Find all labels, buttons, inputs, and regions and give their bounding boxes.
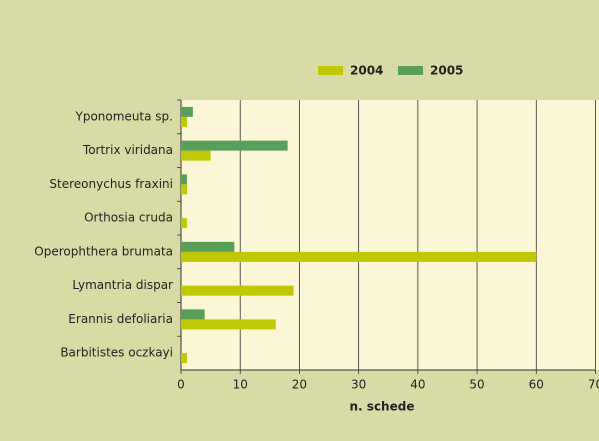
bar <box>181 184 187 195</box>
x-tick-label: 60 <box>529 378 544 392</box>
bar <box>181 353 187 364</box>
y-tick-label: Yponomeuta sp. <box>75 109 173 123</box>
bar <box>181 174 187 185</box>
bar <box>181 140 288 151</box>
x-tick-label: 50 <box>469 378 484 392</box>
x-tick-label: 30 <box>351 378 366 392</box>
y-tick-label: Operophthera brumata <box>34 244 173 258</box>
bar <box>181 319 276 330</box>
y-tick-label: Stereonychus fraxini <box>49 177 173 191</box>
x-tick-label: 40 <box>410 378 425 392</box>
bar <box>181 218 187 229</box>
y-tick-label: Orthosia cruda <box>84 211 173 225</box>
y-tick-label: Tortrix viridana <box>82 143 173 157</box>
x-tick-label: 20 <box>292 378 307 392</box>
legend-label: 2004 <box>350 64 383 78</box>
bar <box>181 116 187 127</box>
y-tick-label: Lymantria dispar <box>72 278 173 292</box>
x-tick-label: 0 <box>177 378 185 392</box>
bar <box>181 251 537 262</box>
y-tick-label: Erannis defoliaria <box>68 312 173 326</box>
x-tick-label: 10 <box>233 378 248 392</box>
x-axis-label: n. schede <box>350 400 415 414</box>
bar <box>181 309 205 320</box>
legend-swatch <box>398 66 423 75</box>
legend-label: 2005 <box>430 64 463 78</box>
y-tick-label: Barbitistes oczkayi <box>60 346 173 360</box>
bar <box>181 106 193 117</box>
x-tick-label: 70 <box>588 378 599 392</box>
bar <box>181 241 235 252</box>
legend-swatch <box>318 66 343 75</box>
bar <box>181 150 211 161</box>
bar <box>181 285 294 296</box>
